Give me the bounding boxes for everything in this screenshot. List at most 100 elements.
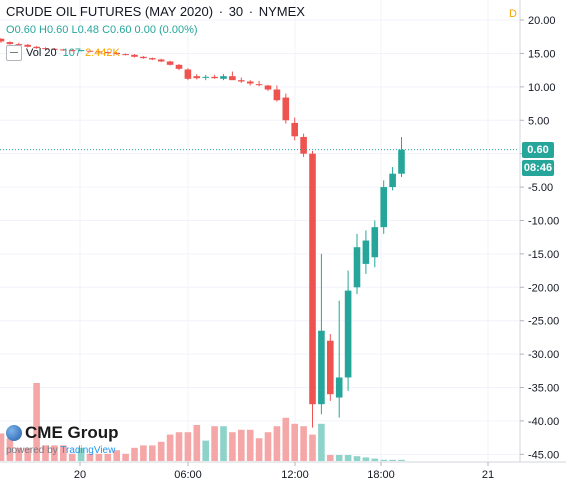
volume-bar: [300, 426, 307, 461]
interval-label[interactable]: 30: [228, 4, 244, 19]
candle: [6, 41, 14, 45]
candle: [344, 270, 352, 391]
candle: [246, 80, 254, 86]
candle: [291, 117, 298, 141]
candle-body: [33, 46, 40, 49]
volume-bar: [238, 429, 245, 461]
candle-body: [220, 76, 227, 79]
candle: [33, 46, 40, 49]
volume-bar: [95, 453, 103, 461]
volume-bar: [309, 434, 316, 461]
y-tick-label: -40.00: [528, 416, 559, 428]
volume-bar: [157, 441, 165, 461]
candle: [24, 44, 31, 48]
low-label: L: [71, 24, 78, 36]
candle-body: [229, 76, 236, 81]
candle-body: [184, 69, 192, 79]
volume-bar: [42, 445, 49, 461]
candle: [60, 48, 67, 51]
volume-bar: [175, 432, 183, 461]
candle-body: [371, 227, 379, 258]
volume-bar: [353, 456, 361, 461]
candle-body: [264, 85, 272, 90]
volume-label[interactable]: Vol 20: [26, 46, 57, 59]
price-axis[interactable]: 20.0015.0010.005.000.00-5.00-10.00-15.00…: [520, 15, 559, 461]
volume-bar: [122, 453, 129, 461]
volume-bar: [0, 433, 5, 461]
cme-logo[interactable]: CME Group: [6, 423, 119, 443]
volume-bar: [6, 438, 14, 461]
candle: [0, 38, 5, 43]
volume-bar: [33, 383, 40, 461]
candle: [149, 57, 156, 61]
candle-body: [42, 48, 49, 50]
exchange-label: NYMEX: [258, 4, 305, 19]
volume-bar: [229, 432, 236, 461]
price-candles: [0, 38, 405, 428]
volume-bar: [220, 426, 227, 461]
candle-body: [68, 50, 76, 52]
collapse-indicator-icon[interactable]: [6, 45, 22, 61]
header-separator: ·: [248, 4, 254, 19]
y-tick-label: 5.00: [528, 115, 549, 127]
low-value: 0.48: [77, 24, 100, 36]
volume-bars: [0, 383, 405, 461]
candle-body: [175, 64, 183, 69]
candle: [104, 51, 112, 54]
tradingview-link[interactable]: TradingView: [60, 445, 116, 456]
volume-bar: [104, 453, 112, 461]
volume-bar: [211, 426, 218, 461]
volume-bar: [380, 459, 387, 461]
candle: [389, 167, 396, 191]
countdown-tag: 08:46: [522, 159, 554, 176]
candle-body: [238, 80, 245, 82]
volume-bar: [60, 445, 67, 461]
volume-bar: [335, 455, 343, 461]
candle-body: [15, 44, 23, 46]
candle: [202, 74, 209, 81]
candle-body: [149, 58, 156, 60]
candle: [140, 56, 147, 59]
symbol-name[interactable]: CRUDE OIL FUTURES (MAY 2020): [6, 4, 214, 19]
high-value: 0.60: [47, 24, 69, 36]
candle-body: [389, 173, 396, 188]
candle: [86, 50, 94, 53]
volume-bar: [327, 455, 334, 461]
volume-ma-value: 2.442K: [84, 46, 120, 59]
candle-body: [398, 149, 405, 174]
powered-by[interactable]: powered by TradingView: [6, 445, 115, 456]
y-tick-label: 10.00: [528, 82, 556, 94]
candle: [42, 47, 49, 50]
volume-bar: [202, 440, 209, 461]
candle: [220, 74, 227, 81]
candle-body: [300, 136, 307, 154]
candle: [398, 136, 405, 178]
time-axis[interactable]: 20 06:00 12:00 18:00 21: [74, 462, 494, 481]
open-value: 0.60: [14, 24, 36, 36]
candle-body: [344, 290, 352, 378]
volume-bar: [68, 453, 76, 461]
powered-prefix: powered by: [6, 445, 58, 456]
candle: [380, 180, 387, 234]
ohlc-legend: O0.60 H0.60 L0.48 C0.60 0.00 (0.00%): [6, 24, 198, 36]
candle-body: [282, 97, 290, 121]
candle: [175, 64, 183, 71]
candle-body: [202, 76, 209, 78]
candle: [68, 49, 76, 52]
candle-body: [77, 50, 85, 52]
y-tick-label: -35.00: [528, 383, 559, 395]
candle-body: [113, 52, 120, 55]
candle: [122, 53, 129, 56]
logo-text: CME Group: [25, 423, 119, 442]
candle-body: [246, 81, 254, 84]
candle: [184, 68, 192, 81]
volume-bar: [255, 438, 263, 461]
delayed-flag[interactable]: D: [509, 8, 517, 20]
candle-body: [24, 44, 31, 47]
candle: [362, 230, 370, 274]
y-tick-label: 20.00: [528, 15, 556, 27]
current-price-tag: 0.60: [522, 141, 554, 158]
x-tick-label: 20: [74, 469, 86, 481]
volume-bar: [362, 457, 370, 461]
